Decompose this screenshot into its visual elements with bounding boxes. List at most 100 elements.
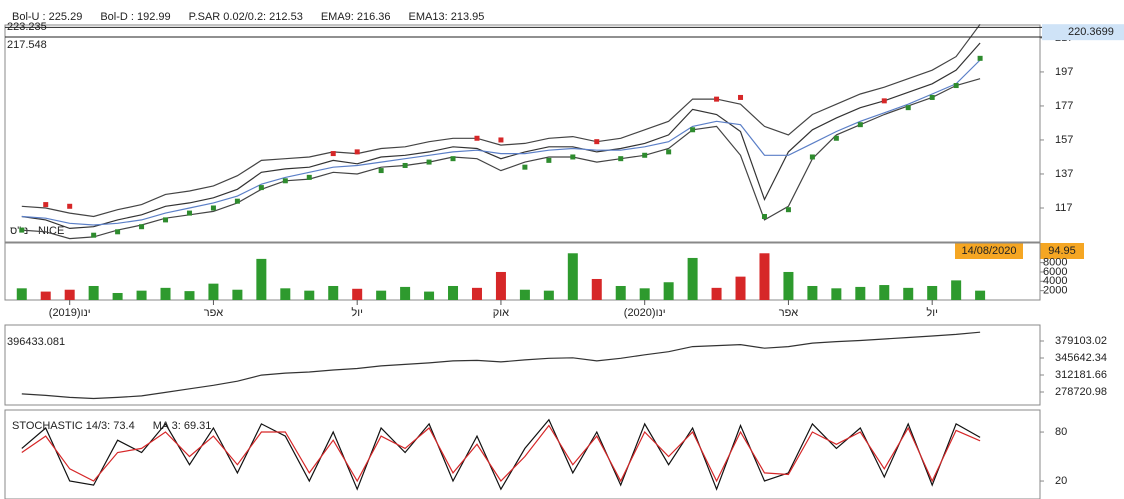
y-tick-label: 345642.34 [1055, 352, 1107, 364]
sar-marker [354, 149, 360, 155]
volume-bar [304, 290, 315, 300]
volume-bar [855, 286, 866, 300]
sar-marker [594, 139, 600, 145]
volume-bar [112, 292, 123, 300]
x-tick-label: אוק [493, 307, 509, 319]
date-value: 94.95 [1048, 245, 1076, 257]
price-box [1042, 24, 1124, 41]
y-tick-label: 4000 [1043, 275, 1067, 287]
x-tick-label: אפר [779, 307, 799, 319]
x-tick-label: ינו(2020) [624, 307, 666, 319]
sar-marker [546, 157, 552, 163]
volume-bar [951, 280, 962, 300]
sar-marker [115, 229, 121, 235]
volume-bar [400, 286, 411, 300]
sar-marker [163, 217, 169, 223]
last-price: 220.3699 [1068, 26, 1114, 38]
volume-bar [639, 288, 650, 300]
y-tick-label: 80 [1055, 426, 1067, 438]
series-line [21, 42, 981, 230]
sar-marker [91, 232, 97, 238]
legend-entry: MA 3: 69.31 [153, 420, 212, 432]
sar-marker [234, 198, 240, 204]
volume-bar [471, 287, 482, 300]
sar-marker [67, 203, 73, 209]
volume-bar [543, 290, 554, 300]
x-tick-label: ינו(2019) [49, 307, 91, 319]
sar-marker [618, 156, 624, 162]
volume-bar [232, 289, 243, 300]
sar-marker [498, 137, 504, 143]
sar-marker [570, 154, 576, 160]
y-tick-label: 117 [1055, 202, 1073, 214]
sar-marker [833, 135, 839, 141]
y-tick-label: 20 [1055, 475, 1067, 487]
y-tick-label: 8000 [1043, 257, 1067, 269]
volume-bar [663, 282, 674, 300]
sar-marker [378, 168, 384, 174]
y-tick-label: 312181.66 [1055, 369, 1107, 381]
legend-entry: Bol-U : 225.29 [12, 11, 82, 23]
sar-marker [761, 213, 767, 219]
volume-bar [615, 285, 626, 300]
y-tick-label: 137 [1055, 168, 1073, 180]
volume-bar [160, 287, 171, 300]
sar-marker [953, 83, 959, 89]
date-label: 14/08/2020 [961, 245, 1016, 257]
volume-bar [735, 276, 746, 300]
volume-bar [184, 291, 195, 300]
sar-marker [857, 122, 863, 128]
x-tick-label: אפר [204, 307, 224, 319]
h-line-label: 217.548 [7, 39, 47, 51]
sar-marker [306, 174, 312, 180]
sar-marker [426, 159, 432, 165]
sar-marker [522, 164, 528, 170]
sar-marker [809, 154, 815, 160]
date-box [955, 243, 1023, 259]
y-tick-label: 278720.98 [1055, 386, 1107, 398]
volume-bar [280, 288, 291, 300]
volume-bar [687, 257, 698, 300]
legend-entry: EMA9: 216.36 [321, 11, 391, 23]
panel-frame [4, 409, 1041, 499]
sar-marker [977, 55, 983, 61]
volume-bar [16, 288, 27, 300]
legend-entry: STOCHASTIC 14/3: 73.4 [12, 420, 135, 432]
volume-bar [40, 291, 51, 300]
sar-marker [929, 94, 935, 100]
volume-bar [807, 285, 818, 300]
volume-bar [495, 271, 506, 300]
sar-marker [881, 98, 887, 104]
legend-entry: Bol-D : 192.99 [100, 11, 170, 23]
volume-bar [64, 289, 75, 300]
series-line [21, 424, 981, 483]
sar-marker [690, 127, 696, 133]
sar-marker [19, 227, 25, 233]
series-line [21, 59, 981, 226]
y-tick-label: 6000 [1043, 266, 1067, 278]
h-line-label: 223.235 [7, 21, 47, 33]
volume-bar [424, 291, 435, 300]
volume-bar [975, 290, 986, 300]
volume-bar [88, 285, 99, 300]
volume-bar [879, 285, 890, 300]
sar-marker [402, 162, 408, 168]
sar-marker [43, 202, 49, 208]
legend-entry: P.SAR 0.02/0.2: 212.53 [189, 11, 303, 23]
volume-bar [208, 283, 219, 300]
sar-marker [642, 152, 648, 158]
sar-marker [666, 149, 672, 155]
volume-bar [831, 288, 842, 300]
sar-marker [139, 224, 145, 230]
volume-bar [759, 253, 770, 300]
volume-bar [256, 258, 267, 300]
volume-bar [591, 278, 602, 300]
sar-marker [450, 156, 456, 162]
panel-frame [4, 324, 1041, 406]
series-line [21, 418, 981, 491]
sar-marker [905, 105, 911, 111]
panel-frame [4, 24, 1041, 243]
value-box [1040, 243, 1084, 259]
